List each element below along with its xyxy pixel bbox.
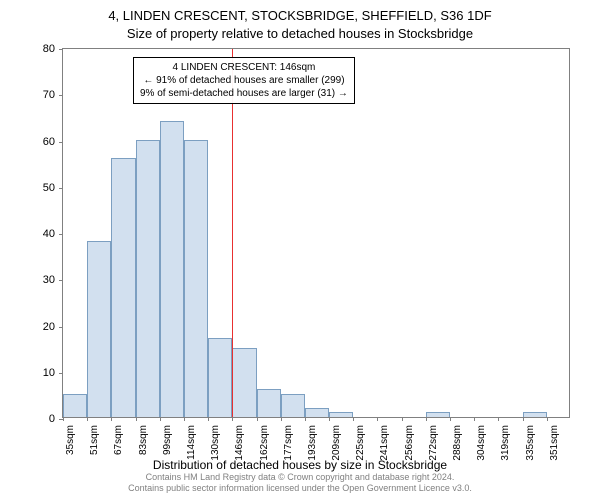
y-tick-label: 10 <box>43 367 55 379</box>
x-tick-label: 130sqm <box>210 425 221 461</box>
x-tick-mark <box>232 417 233 421</box>
histogram-bar <box>257 389 281 417</box>
y-tick-label: 80 <box>43 43 55 55</box>
annotation-line2: ← 91% of detached houses are smaller (29… <box>140 74 348 87</box>
y-tick-label: 30 <box>43 274 55 286</box>
histogram-bar <box>160 121 184 417</box>
histogram-bar <box>232 348 256 417</box>
chart-title-line1: 4, LINDEN CRESCENT, STOCKSBRIDGE, SHEFFI… <box>0 8 600 23</box>
y-tick-mark <box>59 49 63 50</box>
x-axis-label: Distribution of detached houses by size … <box>0 458 600 472</box>
x-tick-label: 51sqm <box>89 425 100 455</box>
histogram-bar <box>426 412 450 417</box>
y-tick-label: 40 <box>43 228 55 240</box>
x-tick-label: 177sqm <box>283 425 294 461</box>
x-tick-label: 193sqm <box>307 425 318 461</box>
x-tick-mark <box>257 417 258 421</box>
y-tick-mark <box>59 327 63 328</box>
histogram-bar <box>305 408 329 417</box>
histogram-bar <box>281 394 305 417</box>
x-tick-label: 225sqm <box>355 425 366 461</box>
x-tick-label: 335sqm <box>525 425 536 461</box>
footer-line2: Contains public sector information licen… <box>0 483 600 494</box>
x-tick-label: 67sqm <box>113 425 124 455</box>
histogram-bar <box>87 241 111 417</box>
x-tick-mark <box>450 417 451 421</box>
x-tick-label: 162sqm <box>259 425 270 461</box>
x-tick-mark <box>63 417 64 421</box>
histogram-bar <box>523 412 547 417</box>
x-tick-label: 99sqm <box>162 425 173 455</box>
x-tick-mark <box>547 417 548 421</box>
x-tick-mark <box>136 417 137 421</box>
x-tick-mark <box>87 417 88 421</box>
x-tick-mark <box>184 417 185 421</box>
x-tick-label: 304sqm <box>476 425 487 461</box>
y-tick-mark <box>59 188 63 189</box>
footer: Contains HM Land Registry data © Crown c… <box>0 472 600 494</box>
x-tick-label: 241sqm <box>379 425 390 461</box>
x-tick-label: 319sqm <box>500 425 511 461</box>
x-tick-mark <box>426 417 427 421</box>
x-tick-mark <box>208 417 209 421</box>
y-tick-label: 20 <box>43 321 55 333</box>
x-tick-mark <box>281 417 282 421</box>
x-tick-mark <box>402 417 403 421</box>
annotation-line1: 4 LINDEN CRESCENT: 146sqm <box>140 61 348 74</box>
y-tick-mark <box>59 234 63 235</box>
x-tick-mark <box>305 417 306 421</box>
histogram-bar <box>184 140 208 418</box>
x-tick-mark <box>498 417 499 421</box>
histogram-bar <box>329 412 353 417</box>
histogram-bar <box>208 338 232 417</box>
histogram-bar <box>111 158 135 417</box>
footer-line1: Contains HM Land Registry data © Crown c… <box>0 472 600 483</box>
x-tick-label: 114sqm <box>186 425 197 460</box>
y-tick-mark <box>59 373 63 374</box>
histogram-bar <box>136 140 160 418</box>
y-tick-mark <box>59 280 63 281</box>
x-tick-mark <box>329 417 330 421</box>
y-tick-mark <box>59 95 63 96</box>
y-tick-label: 50 <box>43 182 55 194</box>
y-tick-label: 60 <box>43 136 55 148</box>
x-tick-mark <box>377 417 378 421</box>
x-tick-label: 351sqm <box>549 425 560 461</box>
x-tick-mark <box>111 417 112 421</box>
annotation-line3: 9% of semi-detached houses are larger (3… <box>140 87 348 100</box>
x-tick-mark <box>523 417 524 421</box>
chart-title-line2: Size of property relative to detached ho… <box>0 26 600 41</box>
x-tick-mark <box>160 417 161 421</box>
y-tick-label: 70 <box>43 89 55 101</box>
annotation-box: 4 LINDEN CRESCENT: 146sqm ← 91% of detac… <box>133 57 355 104</box>
x-tick-label: 146sqm <box>234 425 245 461</box>
x-tick-label: 288sqm <box>452 425 463 461</box>
chart-container: 4, LINDEN CRESCENT, STOCKSBRIDGE, SHEFFI… <box>0 0 600 500</box>
x-tick-mark <box>353 417 354 421</box>
plot-area: 4 LINDEN CRESCENT: 146sqm ← 91% of detac… <box>62 48 570 418</box>
histogram-bar <box>63 394 87 417</box>
y-tick-mark <box>59 142 63 143</box>
x-tick-label: 272sqm <box>428 425 439 461</box>
marker-line <box>232 49 233 417</box>
x-tick-label: 209sqm <box>331 425 342 461</box>
x-tick-label: 35sqm <box>65 425 76 455</box>
x-tick-label: 256sqm <box>404 425 415 461</box>
x-tick-label: 83sqm <box>138 425 149 455</box>
x-tick-mark <box>474 417 475 421</box>
y-tick-label: 0 <box>49 413 55 425</box>
